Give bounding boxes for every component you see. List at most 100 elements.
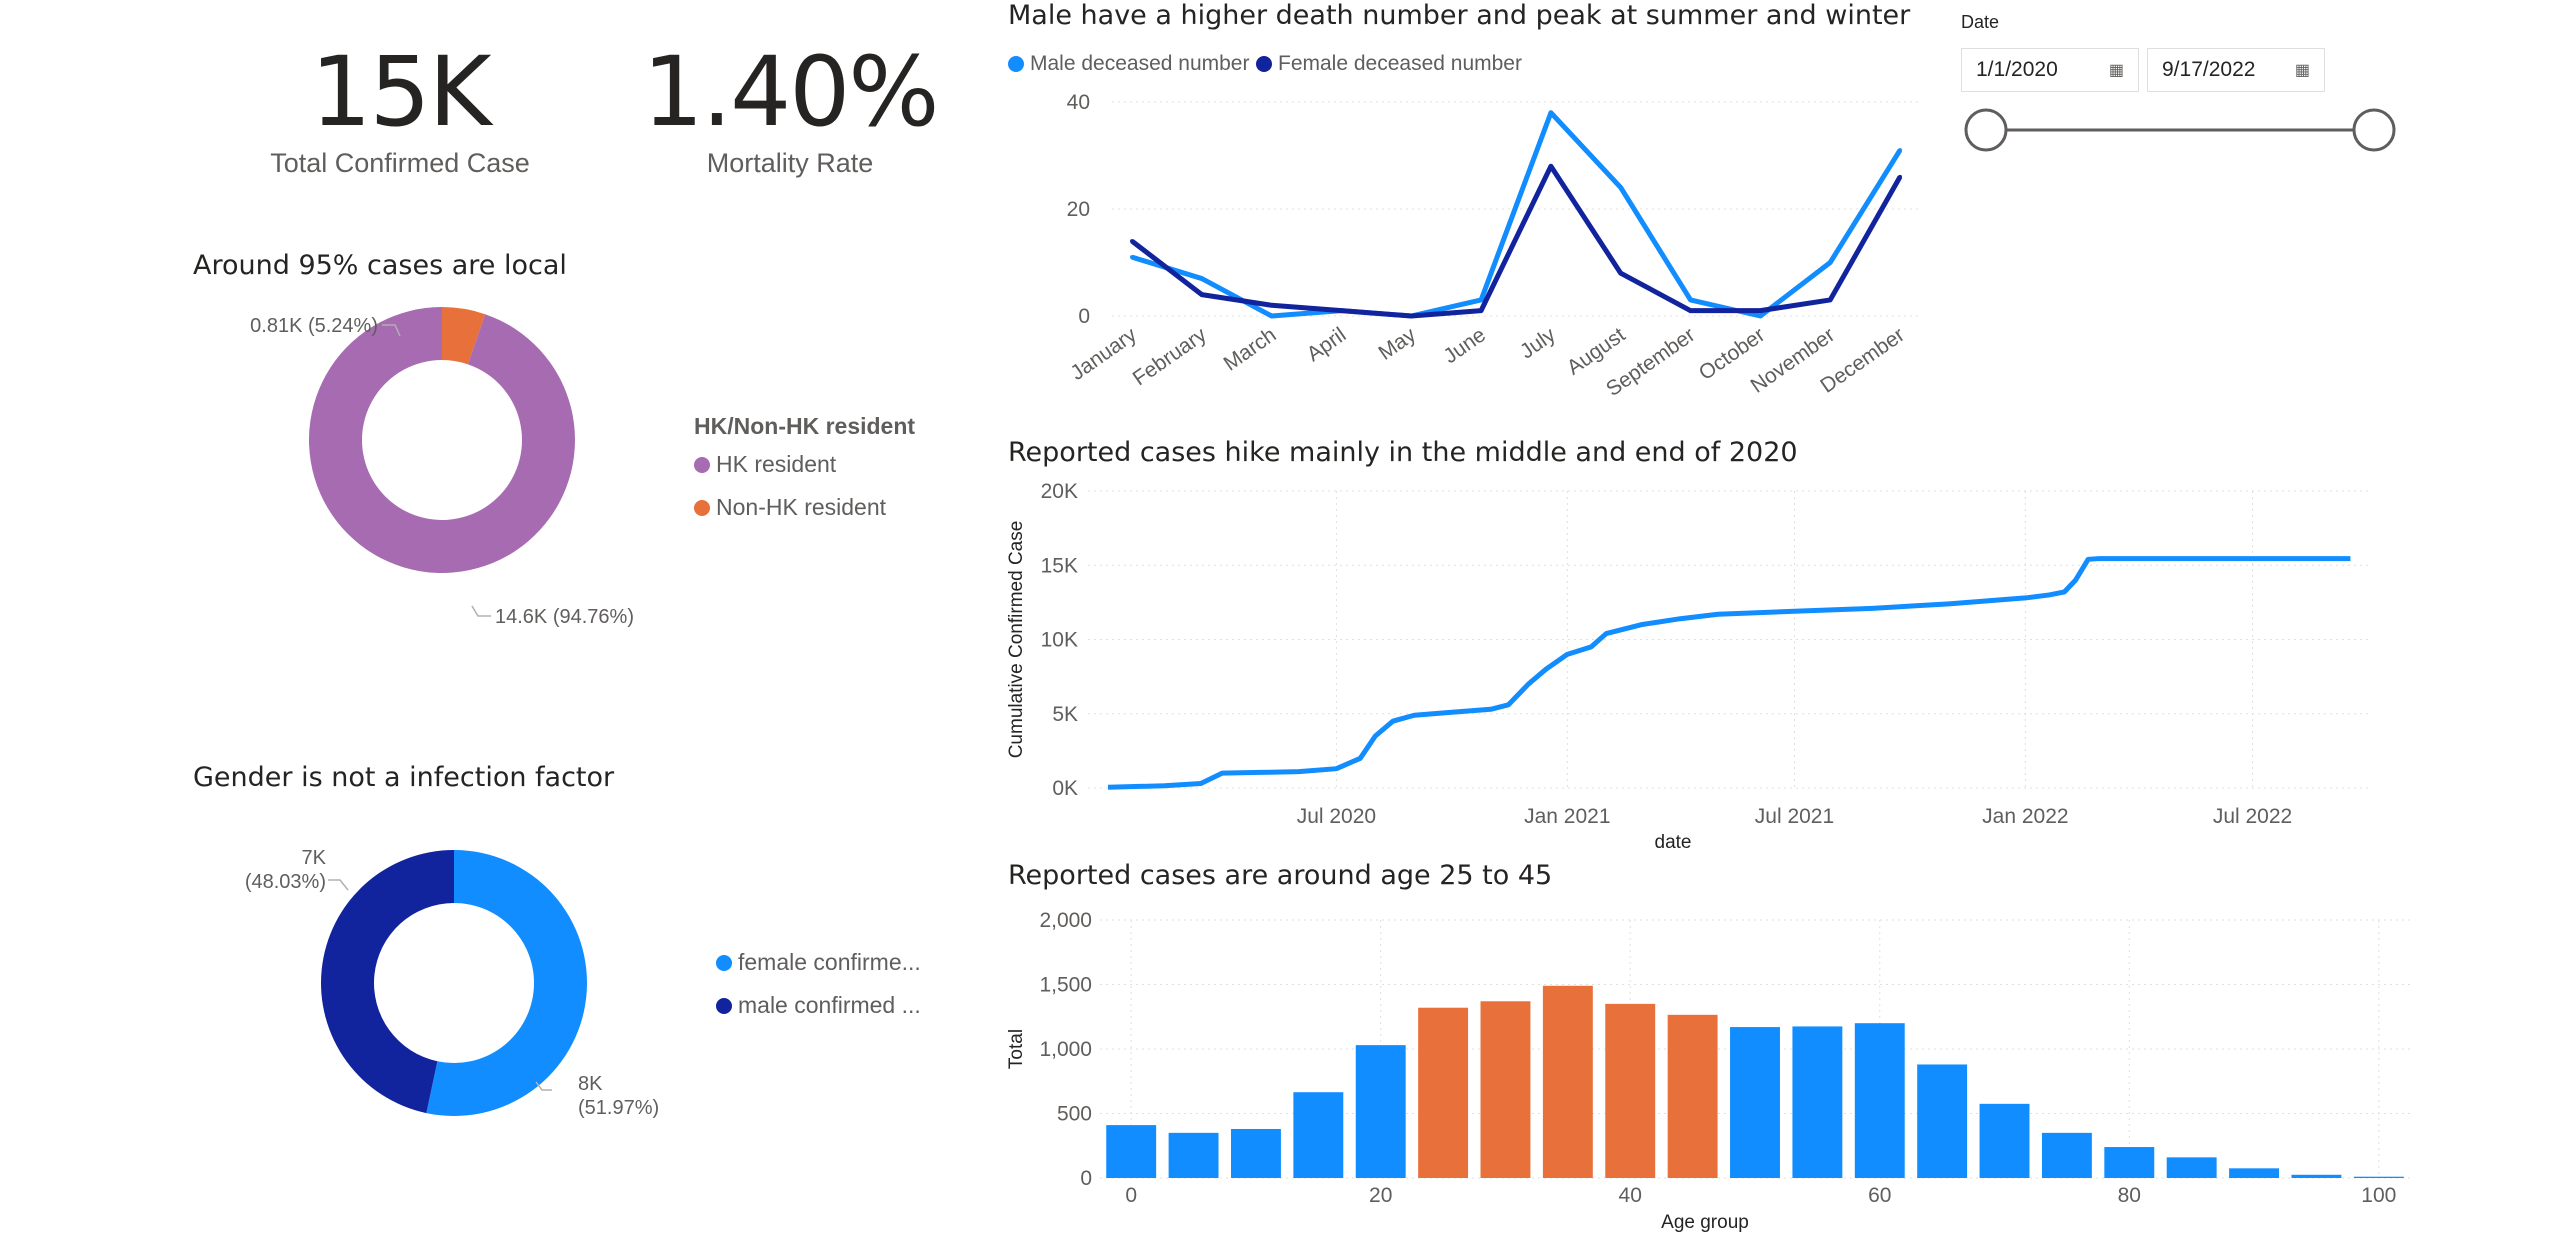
y-tick-label: 20K	[1041, 480, 1078, 503]
hk-resident-color-dot	[694, 456, 710, 473]
x-tick-label: Jul 2020	[1297, 805, 1376, 828]
legend-label-male-deceased: Male deceased number	[1030, 52, 1250, 75]
age-bar[interactable]	[2229, 1168, 2279, 1178]
x-tick-label: 100	[2361, 1184, 2396, 1207]
data-point-1[interactable]	[1339, 308, 1344, 313]
age-chart-title: Reported cases are around age 25 to 45	[1008, 860, 1553, 891]
start-date-input[interactable]: 1/1/2020 ▦	[1961, 48, 2139, 92]
age-bar[interactable]	[1667, 1014, 1718, 1178]
age-bar[interactable]	[1605, 1003, 1656, 1178]
y-tick-label: 1,000	[1039, 1038, 1092, 1061]
age-bar[interactable]	[1355, 1045, 1406, 1178]
series-line-0[interactable]	[1107, 556, 2351, 790]
y-axis-title: Total	[1006, 1029, 1027, 1069]
age-group-bar-chart: 0 500 1,000 1,500 2,000 0 20 40 60 80 100 Age group…	[1006, 909, 2410, 1233]
female-color-dot	[716, 954, 732, 971]
cumulative-cases-line-chart: 0K 5K 10K 15K 20K Jul 2020 Jan 2021 Jul 2021 Jan…	[1006, 480, 2368, 853]
x-tick-label: April	[1303, 323, 1351, 366]
x-tick-label: July	[1516, 323, 1560, 364]
y-tick-label: 0	[1080, 1167, 1092, 1190]
legend-item-hk-resident[interactable]: HK resident	[694, 451, 836, 478]
data-point-0[interactable]	[1758, 314, 1763, 318]
data-point-1[interactable]	[1688, 308, 1693, 313]
data-point-0[interactable]	[1688, 297, 1693, 302]
legend-item-non-hk-resident[interactable]: Non-HK resident	[694, 494, 886, 521]
age-bar[interactable]	[1106, 1125, 1157, 1178]
donut-slice-gen-0[interactable]	[426, 850, 587, 1116]
y-tick-label: 0	[1078, 305, 1090, 328]
age-bar[interactable]	[1231, 1128, 1281, 1178]
y-tick-label: 15K	[1041, 554, 1078, 577]
legend-item-female-confirmed[interactable]: female confirme...	[716, 949, 921, 976]
data-point-0[interactable]	[1130, 255, 1134, 260]
start-date-value: 1/1/2020	[1976, 58, 2058, 81]
date-range-slider[interactable]	[1960, 106, 2400, 154]
age-bar[interactable]	[1542, 985, 1593, 1178]
age-bar[interactable]	[1854, 1023, 1905, 1178]
donut-slice-res-1[interactable]	[442, 307, 486, 365]
kpi-mortality-rate-label: Mortality Rate	[706, 148, 874, 178]
age-bar[interactable]	[1293, 1092, 1344, 1178]
x-tick-label: March	[1220, 323, 1281, 375]
data-point-0[interactable]	[1479, 297, 1484, 302]
non-hk-leader-line	[382, 324, 401, 337]
age-bar[interactable]	[1480, 1001, 1531, 1178]
age-bar[interactable]	[1730, 1027, 1780, 1178]
data-point-1[interactable]	[1898, 174, 1902, 179]
series-line-1[interactable]	[1130, 163, 1903, 319]
end-date-input[interactable]: 9/17/2022 ▦	[2147, 48, 2325, 92]
kpi-mortality-rate-value: 1.40%	[642, 36, 940, 148]
age-bar[interactable]	[1917, 1064, 1968, 1178]
y-tick-label: 5K	[1052, 703, 1078, 726]
age-bar[interactable]	[1979, 1103, 2030, 1178]
data-point-0[interactable]	[1828, 260, 1833, 265]
kpi-total-confirmed-label: Total Confirmed Case	[270, 148, 530, 178]
age-bar[interactable]	[2166, 1157, 2217, 1178]
calendar-icon[interactable]: ▦	[2108, 62, 2124, 79]
hk-leader-line	[471, 605, 491, 617]
male-data-label-value: 7K	[302, 847, 327, 869]
age-bar[interactable]	[2353, 1176, 2404, 1178]
slider-start-handle[interactable]	[1964, 108, 2008, 152]
x-tick-label: 20	[1369, 1184, 1392, 1207]
age-bar[interactable]	[1168, 1132, 1219, 1178]
x-tick-label: 40	[1619, 1184, 1642, 1207]
series-line-0[interactable]	[1131, 110, 1903, 319]
data-point-0[interactable]	[1618, 185, 1623, 190]
gender-donut-chart: 7K (48.03%) 8K (51.97%)	[245, 847, 659, 1119]
donut-slice-gen-1[interactable]	[321, 850, 454, 1114]
cumulative-chart-title: Reported cases hike mainly in the middle…	[1008, 437, 1798, 468]
donut-slice-res-0[interactable]	[309, 307, 575, 573]
data-point-1[interactable]	[1409, 314, 1414, 318]
data-point-1[interactable]	[1758, 308, 1763, 313]
calendar-icon[interactable]: ▦	[2294, 62, 2310, 79]
x-tick-label: Jan 2021	[1524, 805, 1610, 828]
slider-end-handle[interactable]	[2352, 108, 2396, 152]
data-point-0[interactable]	[1898, 148, 1902, 153]
data-point-1[interactable]	[1199, 292, 1204, 297]
legend-label-hk-resident: HK resident	[716, 451, 837, 477]
data-point-0[interactable]	[1548, 110, 1553, 115]
x-tick-label: June	[1439, 323, 1490, 368]
male-deceased-color-dot	[1008, 56, 1024, 72]
age-bar[interactable]	[2041, 1132, 2092, 1178]
x-tick-label: Jul 2022	[2213, 805, 2292, 828]
legend-item-male-deceased[interactable]: Male deceased number	[1008, 52, 1249, 76]
age-bar[interactable]	[2104, 1147, 2155, 1178]
data-point-1[interactable]	[1479, 308, 1484, 313]
legend-item-female-deceased[interactable]: Female deceased number	[1256, 52, 1522, 76]
age-bar[interactable]	[2291, 1174, 2342, 1178]
data-point-1[interactable]	[1618, 271, 1623, 276]
data-point-1[interactable]	[1548, 164, 1553, 169]
data-point-1[interactable]	[1269, 303, 1274, 308]
x-axis-title: date	[1655, 832, 1692, 853]
data-point-1[interactable]	[1130, 239, 1134, 244]
data-point-0[interactable]	[1269, 314, 1274, 318]
non-hk-data-label: 0.81K (5.24%)	[250, 315, 378, 337]
data-point-0[interactable]	[1199, 276, 1204, 281]
data-point-1[interactable]	[1828, 297, 1833, 302]
age-bar[interactable]	[1418, 1007, 1469, 1178]
age-bar[interactable]	[1792, 1026, 1843, 1178]
legend-item-male-confirmed[interactable]: male confirmed ...	[716, 992, 921, 1019]
